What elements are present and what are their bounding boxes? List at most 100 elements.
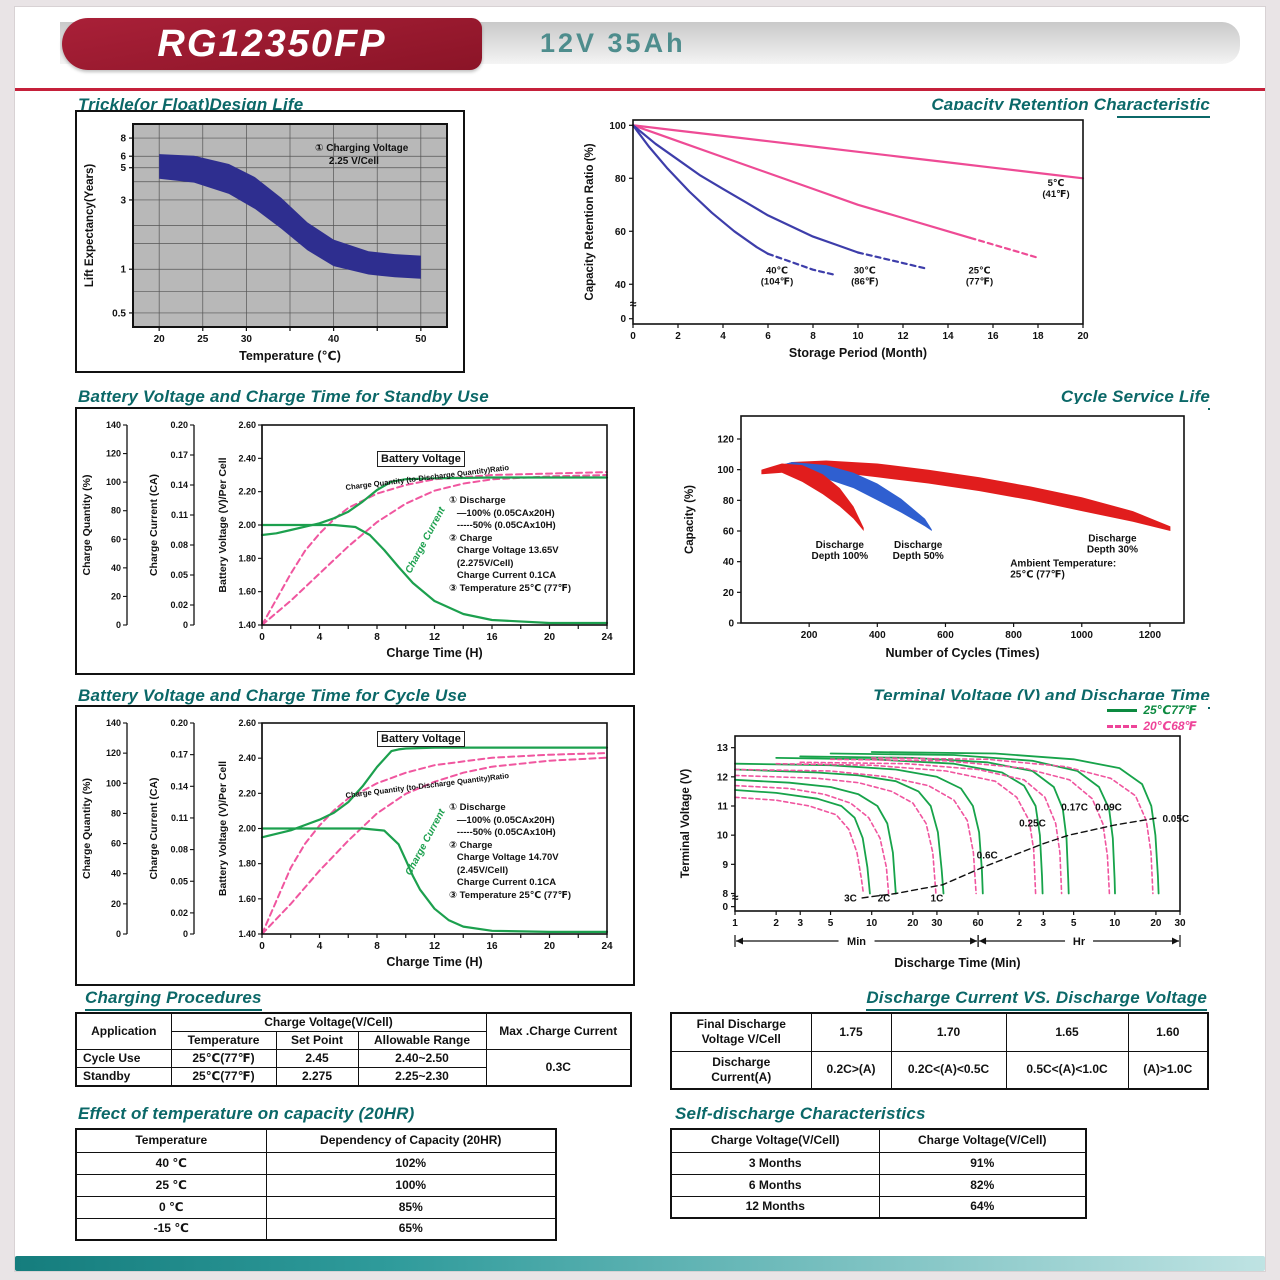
cycle-charge-chart: Battery Voltage Charge Quantity (to-Disc… — [75, 705, 635, 986]
data-cell: 1.70 — [890, 1012, 1007, 1052]
discharge-voltage-table: Final Discharge Voltage V/Cell 1.75 1.70 … — [670, 1012, 1209, 1090]
svg-text:25℃: 25℃ — [968, 266, 990, 277]
svg-text:0: 0 — [722, 902, 728, 913]
svg-text:Charge Current (CA): Charge Current (CA) — [148, 777, 160, 879]
green-line-swatch — [1107, 708, 1138, 712]
data-cell: 64% — [878, 1195, 1087, 1219]
svg-text:8: 8 — [374, 632, 380, 643]
svg-text:100: 100 — [106, 778, 121, 788]
svg-text:10: 10 — [717, 831, 729, 842]
capacity-retention-chart: 0 2 4 6 8 10 12 14 16 18 20 100 80 60 40 0 Storage Perio… — [533, 110, 1117, 376]
svg-text:100: 100 — [717, 465, 734, 476]
svg-text:100: 100 — [106, 477, 121, 487]
svg-text:Lift Expectancy(Years): Lift Expectancy(Years) — [84, 164, 96, 288]
svg-text:2.60: 2.60 — [238, 718, 256, 728]
svg-text:≈: ≈ — [732, 891, 739, 905]
svg-text:Min: Min — [847, 936, 866, 948]
terminal-voltage-legend: 25℃77℉ 20℃68℉ — [1107, 702, 1196, 734]
svg-text:80: 80 — [111, 506, 121, 516]
table-row: Temperature Dependency of Capacity (20HR… — [75, 1128, 557, 1153]
svg-text:Depth 50%: Depth 50% — [893, 551, 944, 562]
svg-text:120: 120 — [106, 449, 121, 459]
svg-text:5℃: 5℃ — [1048, 178, 1065, 189]
svg-text:60: 60 — [723, 527, 735, 538]
table-row: 3 Months 91% — [670, 1151, 1087, 1175]
svg-text:20: 20 — [111, 899, 121, 909]
svg-text:40: 40 — [723, 557, 735, 568]
svg-text:8: 8 — [374, 941, 380, 952]
svg-text:120: 120 — [717, 435, 734, 446]
rating-text: 12V 35Ah — [540, 28, 686, 58]
design_life-svg: 20 25 30 40 50 8 65 3 1 0.5 Temperature (℃) Lift Ex… — [84, 123, 448, 363]
table-row: -15 ℃ 65% — [75, 1217, 557, 1241]
title-self-discharge: Self-discharge Characteristics — [675, 1104, 926, 1123]
svg-text:2.00: 2.00 — [238, 520, 256, 530]
svg-text:9: 9 — [722, 860, 728, 871]
svg-text:11: 11 — [717, 802, 728, 813]
header-cell: Set Point — [275, 1031, 359, 1050]
data-cell: 0.2C>(A) — [810, 1050, 892, 1090]
svg-text:Discharge: Discharge — [1088, 534, 1137, 545]
svg-text:5: 5 — [828, 918, 834, 929]
charging-procedures-table: Application Charge Voltage(V/Cell) Max .… — [75, 1012, 632, 1087]
svg-text:13: 13 — [717, 743, 729, 754]
svg-text:60: 60 — [973, 918, 985, 929]
svg-text:Temperature (℃): Temperature (℃) — [239, 349, 341, 363]
svg-text:100: 100 — [609, 121, 626, 132]
svg-text:Hr: Hr — [1073, 936, 1086, 948]
svg-text:60: 60 — [111, 534, 121, 544]
svg-text:40: 40 — [111, 869, 121, 879]
svg-text:Capacity Retention Ratio (%): Capacity Retention Ratio (%) — [584, 143, 596, 300]
data-cell: 25 ℃ — [75, 1173, 267, 1197]
legend-label: 20℃68℉ — [1143, 719, 1196, 733]
svg-text:0.14: 0.14 — [170, 480, 188, 490]
row-header-cell: Final Discharge Voltage V/Cell — [670, 1012, 812, 1052]
svg-text:0.14: 0.14 — [170, 781, 188, 791]
data-cell: 12 Months — [670, 1195, 880, 1219]
standby-charge-chart: Battery Voltage Charge Quantity (to-Disc… — [75, 407, 635, 675]
svg-text:4: 4 — [317, 632, 323, 643]
svg-text:0.6C: 0.6C — [977, 851, 998, 862]
data-cell: 2.275 — [275, 1067, 359, 1087]
svg-text:400: 400 — [869, 630, 886, 641]
svg-text:25: 25 — [197, 334, 209, 345]
svg-text:25℃ (77℉): 25℃ (77℉) — [1010, 569, 1065, 580]
data-cell: 40 ℃ — [75, 1151, 267, 1175]
battery-voltage-label: Battery Voltage — [377, 451, 465, 467]
svg-text:Number of Cycles (Times): Number of Cycles (Times) — [886, 646, 1040, 660]
data-cell: 0.3C — [485, 1049, 632, 1087]
svg-text:Capacity (%): Capacity (%) — [684, 485, 696, 554]
svg-text:0: 0 — [728, 619, 734, 630]
table-row: 25 ℃ 100% — [75, 1173, 557, 1197]
svg-text:0.05: 0.05 — [170, 876, 188, 886]
svg-text:(104℉): (104℉) — [761, 277, 794, 288]
header-cell: Temperature — [75, 1128, 267, 1153]
svg-text:14: 14 — [942, 331, 954, 342]
data-cell: 85% — [265, 1195, 557, 1219]
data-cell: 2.40~2.50 — [357, 1049, 487, 1068]
capacity_retention-svg: 0 2 4 6 8 10 12 14 16 18 20 100 80 60 40 0 Storage Perio… — [584, 119, 1089, 360]
svg-text:0.05: 0.05 — [170, 570, 188, 580]
svg-text:40: 40 — [328, 334, 340, 345]
svg-text:2: 2 — [1016, 918, 1022, 929]
svg-text:20: 20 — [1077, 331, 1089, 342]
svg-text:Discharge: Discharge — [894, 540, 943, 551]
svg-text:6: 6 — [765, 331, 771, 342]
svg-text:4: 4 — [720, 331, 726, 342]
svg-text:8: 8 — [120, 134, 126, 145]
svg-text:40℃: 40℃ — [766, 266, 788, 277]
svg-text:12: 12 — [429, 941, 441, 952]
title-discharge-cv: Discharge Current VS. Discharge Voltage — [866, 988, 1207, 1011]
svg-text:Depth 30%: Depth 30% — [1087, 545, 1138, 556]
svg-text:1.40: 1.40 — [238, 620, 256, 630]
svg-text:20: 20 — [111, 591, 121, 601]
svg-text:Discharge Time (Min): Discharge Time (Min) — [894, 956, 1020, 970]
svg-text:0.08: 0.08 — [170, 540, 188, 550]
terminal_voltage-svg: 1 2 3 5 10 20 30 60 2 3 5 10 20 3013121110980Discharg… — [680, 735, 1189, 970]
svg-text:40: 40 — [615, 280, 627, 291]
legend-item-25c: 25℃77℉ — [1107, 702, 1196, 718]
svg-text:10: 10 — [852, 331, 864, 342]
data-cell: 91% — [878, 1151, 1087, 1175]
svg-text:Charge Time (H): Charge Time (H) — [386, 646, 482, 660]
svg-text:140: 140 — [106, 718, 121, 728]
